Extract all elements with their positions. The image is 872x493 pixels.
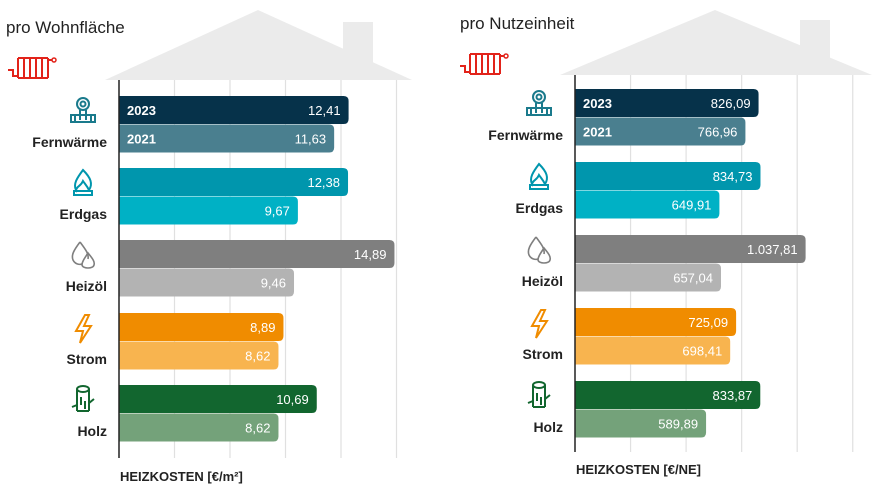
bar-right-Strom-2023 — [575, 308, 737, 336]
series-label-2021: 2021 — [127, 132, 156, 147]
bar-value-label: 9,67 — [265, 204, 290, 219]
category-label: Strom — [522, 346, 563, 362]
gas-flame-icon — [529, 162, 549, 190]
bar-value-label: 8,62 — [245, 349, 270, 364]
bar-left-Fernwärme-2023 — [119, 96, 349, 124]
bar-value-label: 14,89 — [354, 247, 387, 262]
wood-log-icon — [71, 385, 95, 412]
bar-value-label: 834,73 — [713, 169, 753, 184]
bar-value-label: 9,46 — [261, 276, 286, 291]
category-label: Heizöl — [65, 278, 107, 294]
bar-value-label: 657,04 — [673, 271, 713, 286]
bar-right-Fernwärme-2023 — [575, 89, 759, 117]
bar-value-label: 589,89 — [658, 417, 698, 432]
category-label: Heizöl — [521, 273, 563, 289]
bar-right-Erdgas-2023 — [575, 162, 761, 190]
bar-value-label: 766,96 — [698, 125, 738, 140]
bar-left-Erdgas-2021 — [119, 196, 298, 225]
category-label: Fernwärme — [32, 134, 107, 150]
bar-right-Holz-2023 — [575, 381, 761, 409]
lightning-icon — [74, 314, 93, 344]
x-axis-label-right: HEIZKOSTEN [€/NE] — [576, 462, 701, 477]
wood-log-icon — [527, 381, 551, 408]
district-heating-icon — [70, 97, 96, 123]
bar-left-Fernwärme-2021 — [119, 124, 335, 153]
bar-value-label: 12,41 — [308, 103, 341, 118]
bar-right-Fernwärme-2021 — [575, 117, 746, 146]
category-label: Holz — [77, 423, 107, 439]
bar-value-label: 8,89 — [250, 320, 275, 335]
oil-drops-icon — [527, 236, 552, 264]
bar-value-label: 833,87 — [713, 388, 753, 403]
gas-flame-icon — [73, 168, 93, 196]
bar-value-label: 12,38 — [307, 175, 340, 190]
house-roof-left — [105, 10, 412, 80]
district-heating-icon — [526, 90, 552, 116]
radiator-icon-right — [460, 53, 509, 75]
bar-value-label: 725,09 — [688, 315, 728, 330]
bar-left-Heizöl-2021 — [119, 268, 295, 297]
bar-left-Holz-2021 — [119, 413, 279, 442]
chart-title-right: pro Nutzeinheit — [460, 14, 575, 33]
bar-value-label: 698,41 — [682, 344, 722, 359]
bar-right-Heizöl-2023 — [575, 235, 806, 263]
bar-value-label: 8,62 — [245, 421, 270, 436]
house-roof-right — [560, 10, 872, 75]
series-label-2023: 2023 — [583, 96, 612, 111]
bar-left-Strom-2021 — [119, 341, 279, 370]
category-label: Erdgas — [59, 206, 107, 222]
series-label-2023: 2023 — [127, 103, 156, 118]
category-label: Holz — [533, 419, 563, 435]
bar-left-Heizöl-2023 — [119, 240, 395, 268]
bar-right-Holz-2021 — [575, 409, 707, 438]
category-label: Fernwärme — [488, 127, 563, 143]
chart-title-left: pro Wohnfläche — [6, 18, 125, 37]
series-label-2021: 2021 — [583, 125, 612, 140]
category-label: Erdgas — [515, 200, 563, 216]
category-label: Strom — [66, 351, 107, 367]
bar-value-label: 10,69 — [276, 392, 309, 407]
oil-drops-icon — [71, 241, 96, 269]
bar-value-label: 826,09 — [711, 96, 751, 111]
bar-right-Strom-2021 — [575, 336, 731, 365]
bar-value-label: 649,91 — [672, 198, 712, 213]
bar-left-Holz-2023 — [119, 385, 317, 413]
bar-left-Strom-2023 — [119, 313, 284, 341]
bar-right-Heizöl-2021 — [575, 263, 721, 292]
bar-left-Erdgas-2023 — [119, 168, 349, 196]
bar-value-label: 1.037,81 — [747, 242, 798, 257]
radiator-icon-left — [8, 57, 57, 79]
x-axis-label-left: HEIZKOSTEN [€/m²] — [120, 469, 243, 484]
lightning-icon — [530, 309, 549, 339]
bar-right-Erdgas-2021 — [575, 190, 720, 219]
bar-value-label: 11,63 — [295, 132, 327, 147]
